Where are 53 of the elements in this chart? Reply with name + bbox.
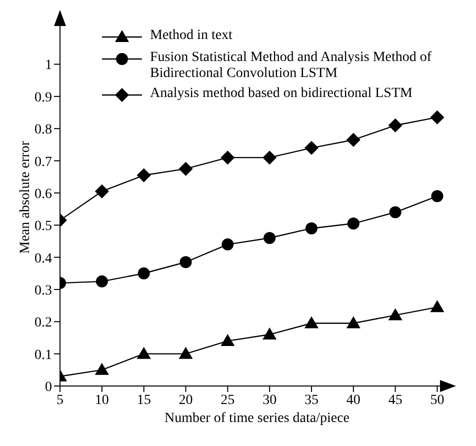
x-tick-label: 40 [346,392,360,408]
y-tick-label: 0.3 [34,283,52,298]
point [430,300,444,312]
y-tick-label: 0.5 [34,219,52,234]
point [178,162,193,176]
point [264,232,276,244]
x-tick-label: 45 [388,392,402,408]
legend-label: Method in text [150,28,232,44]
x-axis-title: Number of time series data/piece [164,410,350,426]
y-tick-label: 0.6 [34,186,52,202]
legend-label: Analysis method based on bidirectional LSTM [150,86,412,102]
x-tick-label: 30 [262,392,277,408]
point [262,150,277,165]
x-tick-label: 25 [220,392,235,408]
point [94,362,109,375]
point [346,132,360,147]
y-tick-label: 0.7 [34,154,52,170]
point [94,184,109,198]
y-tick-label: 0.2 [34,316,52,331]
point [389,206,402,218]
x-tick-label: 20 [178,392,193,408]
point [304,316,318,328]
point [305,222,318,234]
y-tick-label: 0.4 [34,251,52,266]
x-tick-label: 50 [430,392,444,408]
point [220,334,235,346]
point [347,218,360,230]
point [304,140,318,155]
point [388,118,402,132]
point [388,308,402,320]
point [136,346,151,359]
x-tick-label: 5 [56,392,64,408]
x-tick-label: 10 [94,392,109,408]
point [96,275,108,288]
legend-label: Fusion Statistical Method and Analysis Method of Bidirectional Convolution LSTM [150,50,433,82]
y-tick-label: 0 [45,380,52,395]
y-tick-label: 0.9 [34,90,52,106]
point [222,238,234,250]
point [178,346,193,359]
point [180,256,192,268]
x-tick-label: 15 [136,392,151,408]
point [262,328,277,340]
point [138,267,150,280]
point [346,316,360,328]
x-tick-label: 35 [304,392,318,408]
y-tick-label: 0.8 [34,122,52,138]
y-axis-title: Mean absolute error [18,140,33,254]
point [430,110,444,124]
y-tick-label: 0.1 [34,348,52,363]
y-tick-label: 1 [45,58,52,74]
point [136,168,151,182]
point [220,150,235,165]
point [431,190,444,202]
